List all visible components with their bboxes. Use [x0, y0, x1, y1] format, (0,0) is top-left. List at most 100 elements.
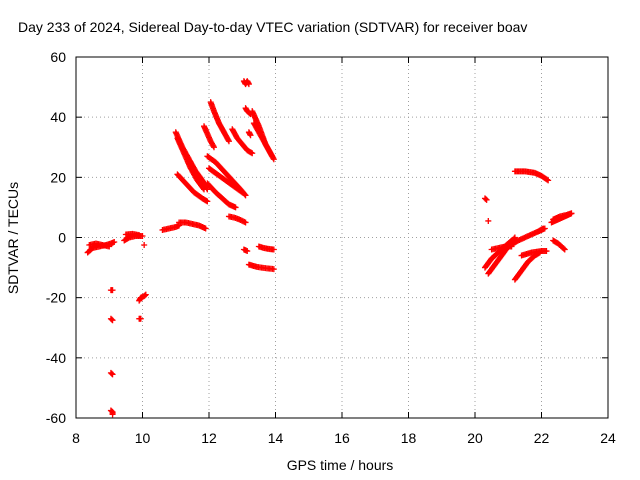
series-arc-24: [240, 78, 252, 88]
series-arc-17: [201, 123, 217, 151]
x-tick-label: 10: [135, 430, 151, 446]
series-arc-29: [240, 246, 251, 255]
data-point: [204, 198, 211, 205]
data-point-fill: [108, 316, 115, 323]
data-point: [109, 411, 116, 418]
series-arc-8: [107, 407, 116, 418]
grid-lines: [76, 57, 608, 418]
data-point: [142, 291, 149, 298]
data-point: [249, 150, 256, 157]
data-point: [201, 186, 208, 193]
y-tick-label: -20: [46, 290, 66, 306]
series-arc-13: [176, 219, 209, 232]
data-point: [239, 189, 246, 196]
series-arc-23: [229, 126, 256, 157]
data-point: [111, 239, 118, 246]
series-arc-7: [107, 369, 116, 378]
x-tick-label: 24: [600, 430, 616, 446]
x-tick-label: 8: [72, 430, 80, 446]
series-arc-30: [255, 243, 277, 253]
data-point: [485, 217, 492, 224]
data-point: [244, 248, 251, 255]
x-tick-label: 22: [534, 430, 550, 446]
y-axis-label: SDTVAR / TECUs: [5, 182, 21, 294]
data-point: [242, 192, 249, 199]
x-axis-label: GPS time / hours: [287, 457, 394, 473]
data-point: [511, 234, 518, 241]
x-tick-label: 18: [401, 430, 417, 446]
x-tick-label: 14: [268, 430, 284, 446]
data-point: [568, 210, 575, 217]
data-point: [232, 204, 239, 211]
data-point: [202, 225, 209, 232]
y-tick-label: 0: [58, 230, 66, 246]
series-arc-40: [535, 225, 547, 235]
y-tick-label: 20: [50, 169, 66, 185]
series-arc-15: [174, 135, 208, 193]
series-arc-31: [245, 261, 277, 273]
data-point-fill: [544, 176, 551, 183]
data-point: [561, 246, 568, 253]
series-arc-6: [107, 315, 116, 324]
series-arc-28: [245, 129, 254, 139]
data-point: [543, 248, 550, 255]
data-point-fill: [270, 155, 277, 162]
series-arc-33: [485, 217, 492, 224]
series-arc-4: [122, 230, 143, 239]
data-point: [210, 144, 217, 151]
y-tick-label: 40: [50, 109, 66, 125]
data-point: [137, 315, 144, 322]
series-arc-20: [206, 165, 246, 196]
x-tick-label: 16: [334, 430, 350, 446]
y-tick-label: -60: [46, 410, 66, 426]
series-arc-12: [159, 222, 183, 233]
series-arc-10: [136, 315, 144, 322]
data-point: [136, 232, 143, 239]
series-arc-18: [207, 99, 232, 145]
series-arc-41: [511, 168, 552, 184]
data-point: [106, 243, 113, 250]
series-arc-11: [141, 242, 148, 249]
data-point-fill: [482, 196, 489, 203]
data-points: [84, 78, 575, 418]
x-tick-label: 12: [201, 430, 217, 446]
series-arc-9: [136, 291, 149, 304]
data-point: [109, 317, 116, 324]
series-arc-21: [204, 180, 239, 211]
data-point-fill: [560, 245, 567, 252]
series-arc-16: [174, 171, 211, 205]
data-point: [270, 156, 277, 163]
data-point: [270, 246, 277, 253]
data-point-fill: [108, 370, 115, 377]
data-point: [141, 242, 148, 249]
data-point: [242, 219, 249, 226]
data-point: [483, 196, 490, 203]
chart-title: Day 233 of 2024, Sidereal Day-to-day VTE…: [18, 19, 527, 35]
data-point-fill: [210, 143, 217, 150]
data-point: [139, 232, 146, 239]
data-point: [545, 177, 552, 184]
data-point: [540, 225, 547, 232]
data-point: [109, 287, 116, 294]
x-tick-label: 20: [467, 430, 483, 446]
y-tick-label: 60: [50, 49, 66, 65]
series-arc-32: [481, 195, 490, 203]
data-point-fill: [200, 185, 207, 192]
data-point-fill: [238, 188, 245, 195]
series-arc-5: [107, 287, 116, 294]
data-point: [109, 371, 116, 378]
data-point: [245, 81, 252, 88]
data-point: [247, 132, 254, 139]
data-point: [225, 138, 232, 145]
x-axis-ticks: 8 10 12 14 16 18 20 22 24: [72, 57, 616, 446]
y-tick-label: -40: [46, 350, 66, 366]
series-arc-27: [250, 120, 277, 163]
series-arc-42: [550, 237, 568, 253]
series-arc-22: [225, 213, 249, 226]
series-arc-44: [550, 210, 575, 223]
data-point-fill: [141, 292, 148, 299]
series-arc-38: [518, 248, 550, 259]
series-arc-2: [86, 240, 113, 250]
